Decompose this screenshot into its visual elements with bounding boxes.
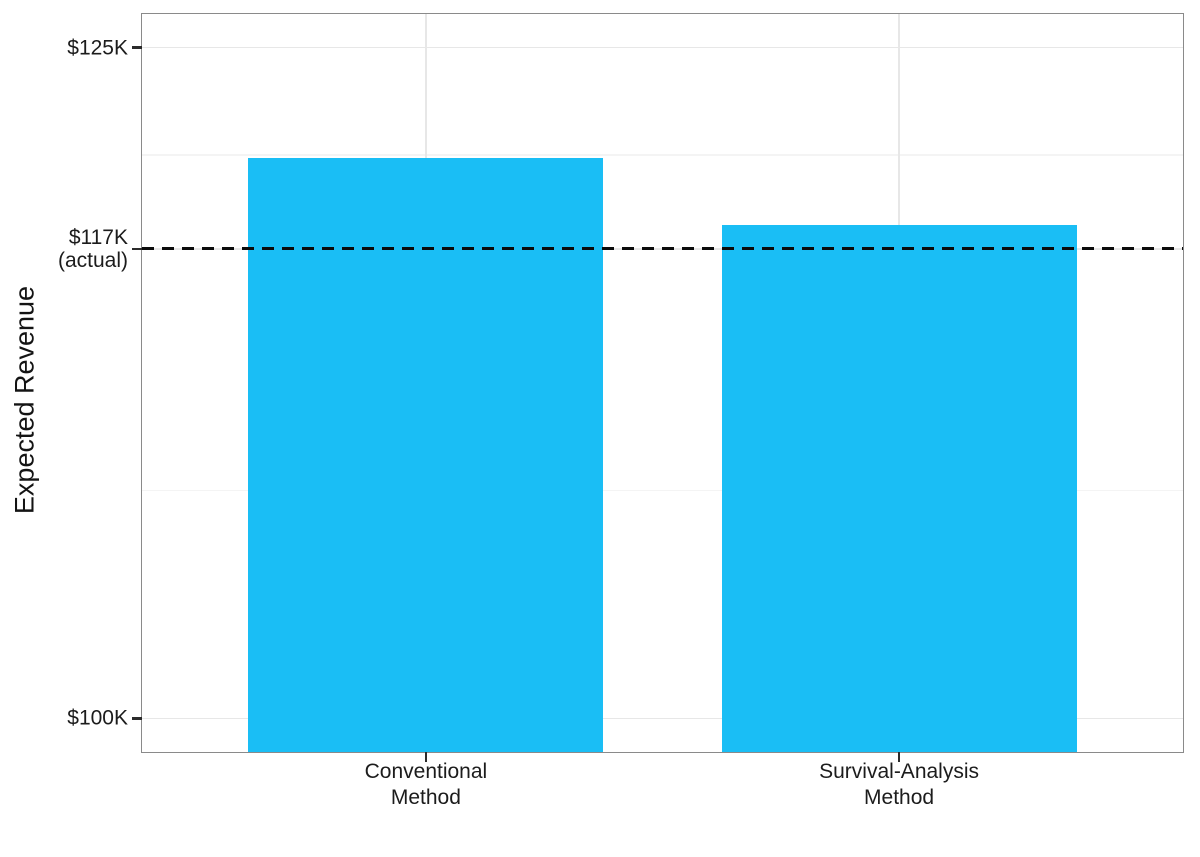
bar-survival-analysis-method xyxy=(721,224,1077,752)
y-tick-label-100k-text: $100K xyxy=(67,706,128,730)
y-tick-label-125k: $125K xyxy=(67,36,128,59)
y-axis-tick-mark xyxy=(132,247,142,250)
x-tick-label-conventional-line1: Conventional xyxy=(364,760,488,783)
gridline-horizontal-minor xyxy=(142,489,1183,492)
y-axis-tick-mark xyxy=(132,46,142,49)
y-axis-title: Expected Revenue xyxy=(9,285,40,515)
y-axis-tick-mark xyxy=(132,717,142,720)
y-tick-label-117k-line1: $117K xyxy=(68,225,128,249)
plot-panel xyxy=(141,13,1184,753)
x-tick-label-survival-line2: Method xyxy=(864,786,935,809)
y-tick-label-117k-actual: $117K (actual) xyxy=(58,226,128,272)
gridline-horizontal-minor xyxy=(142,154,1183,156)
gridline-horizontal-major xyxy=(142,46,1183,49)
gridline-horizontal-major xyxy=(142,717,1183,720)
x-axis-tick-mark xyxy=(897,752,901,762)
x-tick-label-survival-analysis-method: Survival-Analysis Method xyxy=(719,759,1079,811)
bar-conventional-method xyxy=(248,157,604,752)
x-tick-label-conventional-method: Conventional Method xyxy=(246,759,606,811)
x-tick-label-conventional-line2: Method xyxy=(390,786,461,809)
y-tick-label-100k: $100K xyxy=(67,707,128,730)
actual-revenue-reference-line xyxy=(142,247,1183,251)
y-tick-label-117k-line2: (actual) xyxy=(57,248,128,272)
y-tick-label-125k-text: $125K xyxy=(67,36,128,60)
x-axis-tick-mark xyxy=(424,752,427,762)
x-tick-label-survival-line1: Survival-Analysis xyxy=(819,760,980,783)
